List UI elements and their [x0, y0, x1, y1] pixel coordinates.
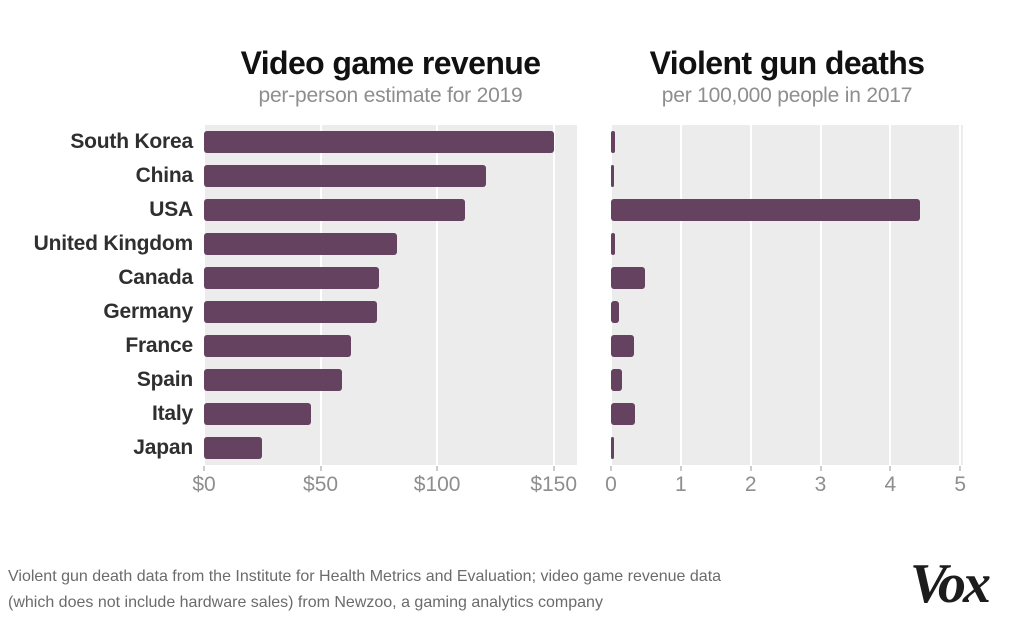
- source-note-line1: Violent gun death data from the Institut…: [8, 568, 722, 585]
- country-label-germany: Germany: [103, 300, 193, 323]
- country-label-south-korea: South Korea: [70, 130, 193, 153]
- country-labels: South Korea China USA United Kingdom Canada G…: [0, 125, 194, 465]
- tick-label: 2: [744, 473, 757, 496]
- right-x-axis: 0 1 2 3 4 5: [605, 465, 967, 499]
- gridline: [749, 125, 752, 465]
- country-label-usa: USA: [149, 198, 193, 221]
- right-chart-subtitle: per 100,000 people in 2017: [661, 84, 913, 108]
- tick-mark: [749, 466, 752, 471]
- bar-china: [204, 165, 487, 187]
- tick-label: $50: [303, 473, 339, 496]
- tick-mark: [679, 466, 682, 471]
- country-label-canada: Canada: [118, 266, 193, 289]
- bar-canada: [611, 267, 645, 289]
- gridline: [889, 125, 892, 465]
- country-label-france: France: [125, 334, 193, 357]
- source-note: Violent gun death data from the Institut…: [8, 564, 868, 616]
- bar-spain: [204, 369, 342, 391]
- bar-italy: [611, 403, 636, 425]
- bar-south-korea: [204, 131, 554, 153]
- bar-spain: [611, 369, 623, 391]
- gridline: [819, 125, 822, 465]
- tick-mark: [203, 466, 205, 471]
- left-chart-title: Video game revenue: [240, 45, 541, 81]
- bar-south-korea: [611, 131, 616, 153]
- tick-mark: [319, 466, 322, 471]
- bar-japan: [204, 437, 263, 459]
- country-label-italy: Italy: [151, 402, 193, 425]
- gridline: [552, 125, 555, 465]
- bar-canada: [204, 267, 379, 289]
- left-chart-subtitle: per-person estimate for 2019: [258, 84, 523, 108]
- tick-mark: [552, 466, 555, 471]
- bar-united-kingdom: [611, 233, 616, 255]
- gridline: [679, 125, 682, 465]
- tick-label: $0: [192, 473, 216, 496]
- country-label-united-kingdom: United Kingdom: [33, 232, 194, 255]
- tick-label: 4: [884, 473, 897, 496]
- tick-label: 3: [814, 473, 827, 496]
- country-label-japan: Japan: [133, 436, 193, 459]
- tick-mark: [436, 466, 439, 471]
- tick-label: $100: [413, 473, 461, 496]
- bar-france: [204, 335, 351, 357]
- bar-germany: [204, 301, 377, 323]
- tick-label: $150: [530, 473, 578, 496]
- bar-japan: [611, 437, 614, 459]
- right-plot-area: [610, 125, 963, 465]
- gridline: [610, 125, 612, 465]
- right-chart-title: Violent gun deaths: [649, 45, 925, 81]
- bar-usa: [611, 199, 921, 221]
- left-plot-area: [203, 125, 577, 465]
- country-label-china: China: [135, 164, 194, 187]
- bar-france: [611, 335, 635, 357]
- gridline: [959, 125, 962, 465]
- right-chart-title-block: Violent gun deaths per 100,000 people in…: [611, 45, 963, 108]
- tick-mark: [889, 466, 892, 471]
- bar-germany: [611, 301, 620, 323]
- gridline: [319, 125, 322, 465]
- source-note-line2: (which does not include hardware sales) …: [8, 594, 603, 611]
- left-x-axis: $0 $50 $100 $150: [192, 465, 578, 499]
- vox-logo: Vox: [909, 553, 991, 615]
- left-chart-title-block: Video game revenue per-person estimate f…: [204, 45, 577, 108]
- tick-label: 1: [674, 473, 687, 496]
- tick-label: 0: [605, 473, 617, 496]
- country-label-spain: Spain: [136, 368, 193, 391]
- tick-mark: [610, 466, 612, 471]
- bar-china: [611, 165, 615, 187]
- bar-italy: [204, 403, 312, 425]
- tick-mark: [959, 466, 962, 471]
- gridline: [203, 125, 205, 465]
- gridline: [436, 125, 439, 465]
- bar-usa: [204, 199, 466, 221]
- tick-mark: [819, 466, 822, 471]
- bar-united-kingdom: [204, 233, 398, 255]
- tick-label: 5: [954, 473, 967, 496]
